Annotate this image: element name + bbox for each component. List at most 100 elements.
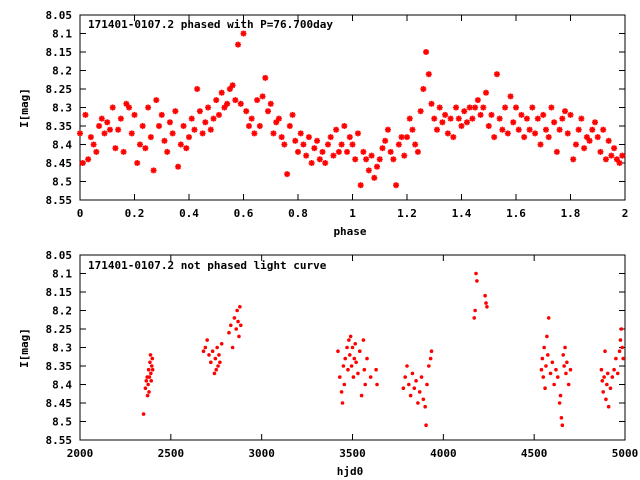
data-point: [450, 134, 457, 141]
data-point: [308, 160, 315, 166]
data-point: [583, 134, 590, 141]
data-point: [183, 145, 190, 152]
data-point: [145, 104, 152, 111]
data-point: [245, 123, 252, 129]
phased-light-curve-panel: 171401-0107.2 phased with P=76.700day ph…: [18, 9, 628, 238]
data-point: [407, 382, 411, 387]
data-point: [235, 41, 242, 48]
data-point: [85, 156, 92, 163]
data-point: [219, 342, 224, 346]
data-point: [336, 349, 340, 354]
data-point: [436, 104, 443, 111]
y-tick-label: 8.25: [46, 323, 73, 336]
data-point: [600, 126, 607, 133]
x-tick-label: 1.2: [397, 207, 417, 220]
x-tick-label: 1.6: [506, 207, 526, 220]
data-point: [342, 382, 347, 387]
data-point: [188, 115, 195, 122]
data-point: [558, 393, 563, 398]
data-point: [552, 382, 556, 387]
data-point: [405, 364, 409, 368]
data-point: [207, 353, 211, 357]
data-point: [605, 137, 612, 144]
x-tick-label: 0.6: [234, 207, 254, 220]
y-tick-label: 8.2: [52, 305, 72, 318]
data-point: [425, 382, 429, 387]
y-tick-label: 8.55: [46, 434, 73, 447]
data-point: [104, 119, 111, 126]
data-point: [338, 141, 345, 148]
data-point: [217, 353, 221, 357]
data-point: [143, 386, 148, 391]
data-point: [77, 130, 83, 137]
data-point: [229, 82, 236, 89]
x-tick-label: 5000: [612, 447, 639, 460]
data-point: [428, 100, 435, 107]
data-point: [395, 141, 402, 148]
data-point: [363, 156, 370, 163]
y-tick-label: 8.45: [46, 397, 73, 410]
data-point: [333, 126, 340, 133]
data-point: [606, 404, 611, 409]
data-point: [575, 126, 582, 133]
data-point: [557, 401, 562, 405]
y-axis-label: I[mag]: [18, 88, 31, 128]
data-point: [608, 386, 613, 391]
data-point: [421, 397, 426, 402]
data-point: [237, 100, 244, 107]
data-point: [215, 345, 219, 350]
y-tick-label: 8.4: [52, 139, 72, 152]
data-point: [602, 156, 609, 163]
y-tick-label: 8.45: [46, 157, 73, 170]
data-point: [278, 134, 285, 141]
data-point: [429, 349, 434, 354]
data-point: [227, 330, 231, 335]
data-point: [368, 152, 375, 159]
data-point: [349, 364, 354, 368]
data-point: [513, 104, 519, 111]
data-point: [346, 367, 350, 372]
data-point: [488, 111, 495, 118]
data-point: [210, 115, 217, 122]
data-point: [545, 134, 552, 141]
x-tick-label: 4000: [430, 447, 457, 460]
data-point: [619, 152, 626, 159]
y-tick-label: 8.25: [46, 83, 73, 96]
data-point: [586, 137, 593, 144]
data-point: [303, 152, 310, 159]
data-point: [340, 401, 345, 405]
chart-title: 171401-0107.2 not phased light curve: [88, 259, 327, 272]
data-point: [615, 371, 620, 376]
data-point: [243, 108, 250, 115]
data-point: [128, 130, 135, 137]
data-point: [455, 115, 462, 122]
x-axis-label: phase: [333, 225, 366, 238]
data-point: [365, 356, 369, 361]
data-point: [144, 379, 149, 383]
y-tick-label: 8.35: [46, 120, 73, 133]
data-point: [409, 126, 416, 133]
data-point: [354, 130, 361, 137]
data-point: [354, 360, 358, 365]
data-point: [475, 279, 479, 283]
data-point: [327, 134, 334, 141]
data-point: [562, 364, 566, 368]
data-point: [544, 364, 548, 368]
data-point: [209, 360, 213, 365]
data-point: [139, 123, 146, 129]
data-point: [344, 148, 351, 155]
data-point: [357, 182, 364, 189]
data-point: [515, 126, 522, 133]
data-point: [539, 367, 544, 372]
data-point: [265, 108, 272, 115]
data-point: [477, 111, 484, 118]
data-point: [610, 375, 615, 379]
data-point: [540, 356, 545, 361]
data-point: [442, 111, 449, 118]
data-point: [240, 30, 247, 37]
data-point: [611, 145, 618, 152]
data-point: [341, 364, 346, 368]
data-point: [553, 148, 560, 155]
data-point: [416, 401, 420, 405]
